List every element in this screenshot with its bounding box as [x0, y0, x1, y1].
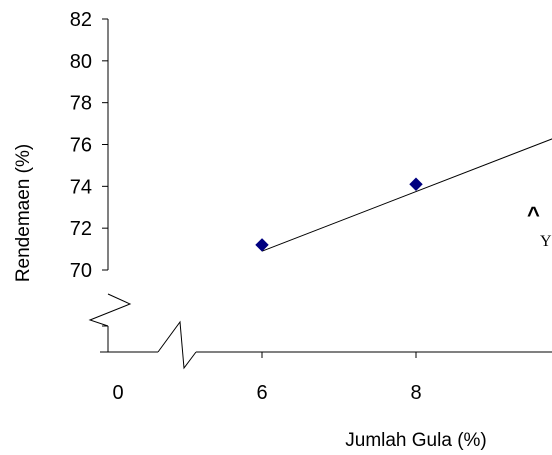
data-point [409, 177, 423, 191]
equation-label: Y [540, 233, 552, 250]
x-tick-label: 8 [410, 382, 421, 404]
x-axis-title: Jumlah Gula (%) [345, 430, 487, 451]
y-tick-label: 80 [70, 51, 92, 73]
data-points [255, 177, 423, 252]
x-ticks: 0 6 8 [112, 352, 422, 404]
y-tick-label: 72 [70, 218, 92, 240]
y-axis-break [88, 293, 132, 327]
y-tick-label: 74 [70, 176, 92, 198]
y-tick-label: 76 [70, 135, 92, 157]
y-axis-title: Rendemaen (%) [13, 144, 34, 282]
y-tick-label: 70 [70, 260, 92, 282]
trendline [261, 138, 552, 252]
x-tick-label: 6 [256, 382, 267, 404]
y-tick-label: 78 [70, 93, 92, 115]
y-tick-label: 82 [70, 9, 92, 31]
equation-hat: ^ [527, 202, 540, 227]
x-axis-break [157, 320, 197, 370]
y-ticks: 82 80 78 76 74 72 70 [70, 9, 108, 327]
x-tick-label: 0 [112, 382, 123, 404]
data-point [255, 238, 269, 252]
